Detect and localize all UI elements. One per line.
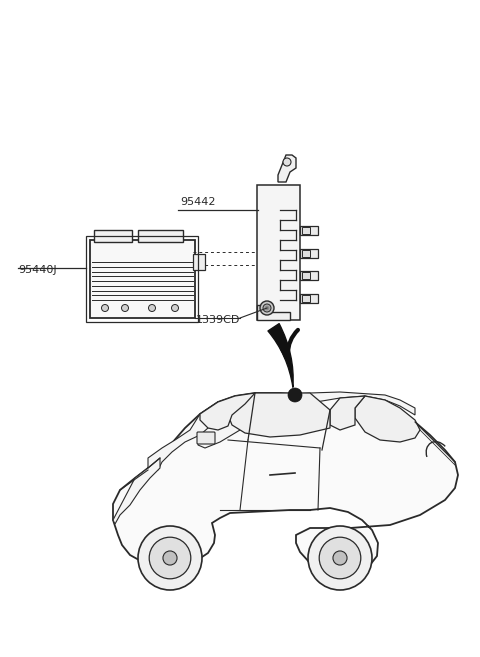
Circle shape bbox=[138, 526, 202, 590]
Polygon shape bbox=[113, 458, 160, 524]
Polygon shape bbox=[278, 155, 296, 182]
Polygon shape bbox=[113, 393, 458, 573]
Text: 95440J: 95440J bbox=[18, 265, 57, 275]
Bar bbox=[300, 226, 318, 235]
Bar bbox=[300, 294, 318, 303]
Bar bbox=[302, 295, 310, 302]
Bar bbox=[90, 240, 195, 318]
Circle shape bbox=[333, 551, 347, 565]
Circle shape bbox=[265, 307, 268, 309]
Circle shape bbox=[288, 388, 302, 402]
Polygon shape bbox=[198, 392, 415, 448]
Bar bbox=[302, 227, 310, 234]
Text: 95442: 95442 bbox=[180, 197, 216, 207]
Circle shape bbox=[148, 304, 156, 311]
Bar bbox=[86, 236, 198, 322]
Circle shape bbox=[308, 526, 372, 590]
Bar bbox=[138, 230, 183, 242]
Circle shape bbox=[149, 537, 191, 579]
Bar bbox=[302, 272, 310, 279]
Bar bbox=[300, 271, 318, 280]
Polygon shape bbox=[200, 393, 255, 430]
Circle shape bbox=[101, 304, 108, 311]
Polygon shape bbox=[148, 402, 218, 470]
Polygon shape bbox=[257, 305, 290, 320]
Polygon shape bbox=[355, 396, 420, 442]
Circle shape bbox=[260, 301, 274, 315]
Bar bbox=[193, 254, 205, 270]
Polygon shape bbox=[228, 393, 330, 437]
Circle shape bbox=[263, 304, 271, 312]
Circle shape bbox=[121, 304, 129, 311]
Bar bbox=[94, 230, 132, 242]
Bar bbox=[257, 185, 300, 320]
Circle shape bbox=[163, 551, 177, 565]
Circle shape bbox=[283, 158, 291, 166]
Bar bbox=[300, 249, 318, 258]
Text: 1339CD: 1339CD bbox=[196, 315, 240, 325]
Circle shape bbox=[171, 304, 179, 311]
Polygon shape bbox=[330, 396, 365, 430]
Circle shape bbox=[319, 537, 361, 579]
FancyBboxPatch shape bbox=[197, 432, 215, 444]
Bar bbox=[302, 250, 310, 257]
